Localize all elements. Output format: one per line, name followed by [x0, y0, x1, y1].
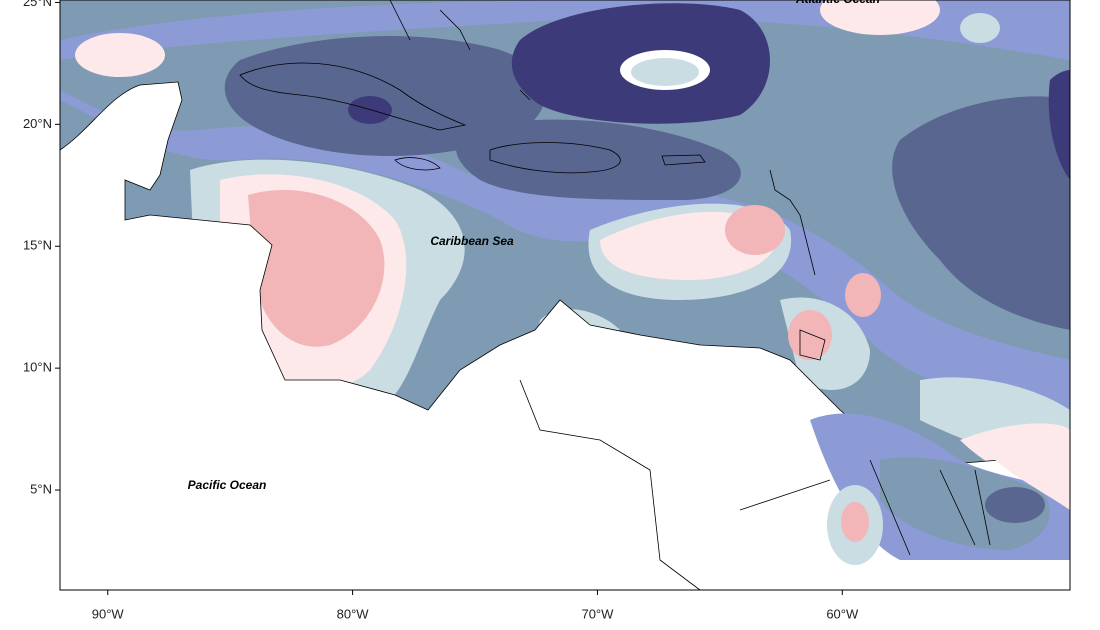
plot-frame — [59, 0, 1071, 591]
land — [59, 81, 1071, 591]
contour-overlay — [810, 413, 1070, 565]
jamaica — [394, 157, 441, 171]
puerto-rico — [661, 154, 706, 166]
ocean-label: Atlantic Ocean — [795, 0, 880, 6]
x-tick-label: 90°W — [92, 606, 125, 621]
hispaniola — [489, 142, 621, 174]
bahamas — [389, 0, 531, 101]
ocean-label: Caribbean Sea — [430, 234, 514, 248]
borders — [519, 379, 991, 591]
y-tick-label: 25°N — [23, 0, 52, 9]
antilles — [769, 169, 826, 361]
ocean-label: Pacific Ocean — [188, 478, 267, 492]
y-tick-label: 5°N — [30, 481, 52, 496]
x-tick-label: 60°W — [826, 606, 859, 621]
y-tick-label: 15°N — [23, 238, 52, 253]
x-tick-label: 80°W — [337, 606, 370, 621]
coastlines — [239, 0, 991, 591]
y-tick-label: 10°N — [23, 360, 52, 375]
cuba — [239, 62, 467, 131]
x-tick-label: 70°W — [581, 606, 614, 621]
y-tick-label: 20°N — [23, 116, 52, 131]
